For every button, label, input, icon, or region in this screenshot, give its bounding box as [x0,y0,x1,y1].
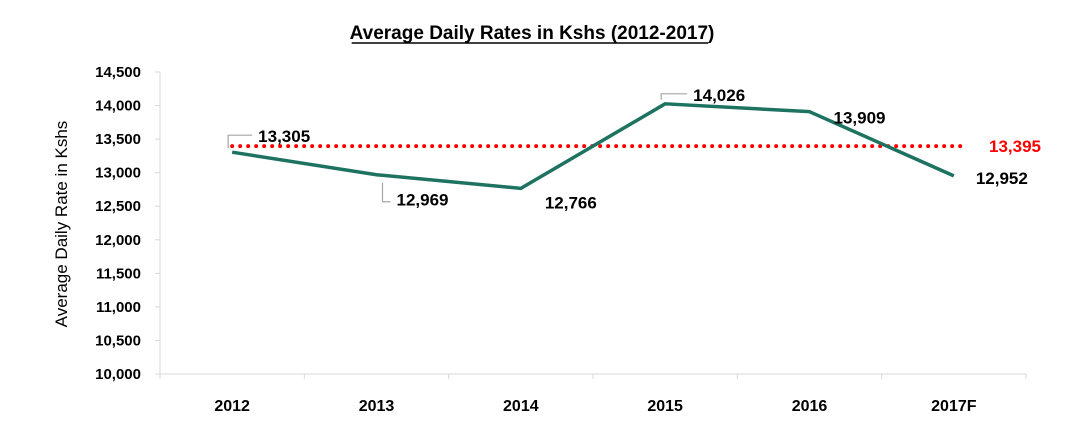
series-line [231,102,955,191]
data-label: 13,305 [258,127,310,146]
y-axis-label: Average Daily Rate in Kshs [52,121,71,328]
y-tick-label: 14,000 [95,98,141,115]
data-label-leader [227,134,253,149]
average-group: 13,395 [230,137,1041,156]
data-label: 13,909 [834,109,886,128]
x-ticks: 2012 2013 2014 2015 2016 2017F [159,374,1027,415]
y-tick-label: 12,000 [95,232,141,249]
y-tick-label: 10,000 [95,366,141,383]
data-label-leader [381,182,391,203]
y-tick-label: 13,000 [95,165,141,182]
y-ticks: 10,000 10,500 11,000 11,500 12,000 12,500 13,0… [95,64,160,383]
x-tick-label: 2014 [503,398,539,415]
x-tick-label: 2016 [792,398,828,415]
data-label: 12,766 [545,193,597,212]
data-label-leader [660,93,688,100]
y-tick-label: 11,500 [96,265,141,282]
data-label: 14,026 [693,86,745,105]
data-labels: 13,305 12,969 12,766 14,026 13,909 12,952 [227,86,1028,212]
series-group [231,102,955,191]
y-tick-label: 14,500 [95,64,141,81]
y-tick-label: 11,000 [96,299,141,316]
x-tick-label: 2017F [931,398,977,415]
y-tick-label: 10,500 [95,332,141,349]
data-label: 12,969 [397,191,449,210]
x-tick-label: 2015 [647,398,683,415]
y-tick-label: 13,500 [95,131,141,148]
data-label: 12,952 [976,169,1028,188]
y-tick-label: 12,500 [95,198,141,215]
x-tick-label: 2013 [359,398,395,415]
chart-title: Average Daily Rates in Kshs (2012-2017) [350,23,715,44]
average-label: 13,395 [989,137,1041,156]
x-tick-label: 2012 [214,398,250,415]
